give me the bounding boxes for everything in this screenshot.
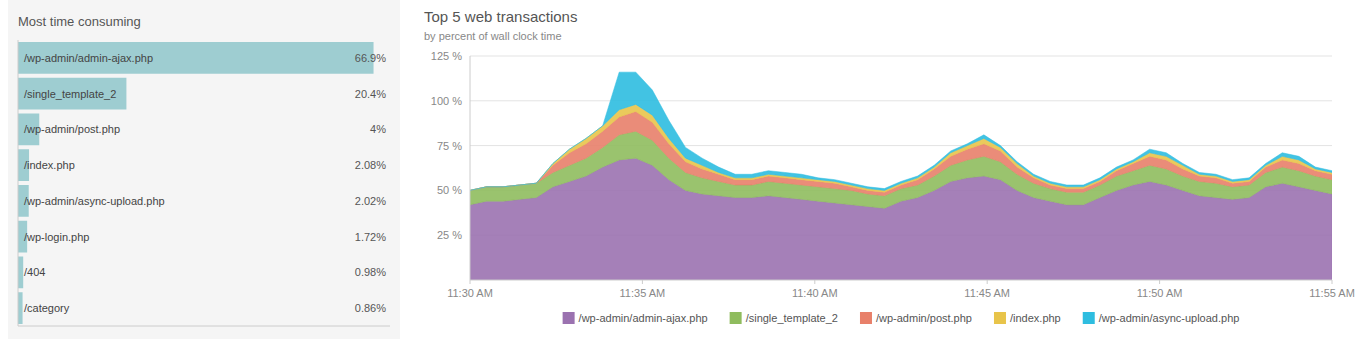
y-axis-line [470,56,471,280]
category-label: /wp-admin/admin-ajax.php [24,52,153,64]
y-tick-label: 100 % [431,95,462,107]
chart-canvas: Most time consuming/wp-admin/admin-ajax.… [0,0,1366,339]
x-tick-label: 11:40 AM [792,287,838,299]
data-label: 0.86% [355,302,386,314]
category-label: /wp-login.php [24,231,89,243]
x-tick-label: 11:55 AM [1309,287,1355,299]
data-label: 1.72% [355,231,386,243]
x-tick-label: 11:45 AM [964,287,1010,299]
data-label: 2.02% [355,195,386,207]
legend-label: /single_template_2 [746,312,838,324]
x-tick [1332,280,1333,284]
legend-swatch [730,312,742,324]
area [470,72,1332,190]
x-tick-label: 11:50 AM [1137,287,1183,299]
category-label: /category [24,302,70,314]
bar [18,292,23,324]
areas [470,72,1332,280]
x-tick [987,280,988,284]
category-label: /wp-admin/async-upload.php [24,195,165,207]
data-label: 4% [370,123,386,135]
legend-swatch [860,312,872,324]
list-chart: Most time consuming/wp-admin/admin-ajax.… [8,0,400,339]
y-tick-label: 50 % [437,184,462,196]
grid-line [470,56,1332,57]
data-label: 0.98% [355,266,386,278]
legend-label: /wp-admin/async-upload.php [1099,312,1240,324]
data-label: 20.4% [355,88,386,100]
x-tick-label: 11:35 AM [620,287,666,299]
legend-label: /wp-admin/admin-ajax.php [579,312,708,324]
bar [18,257,23,289]
y-tick-label: 75 % [437,140,462,152]
chart-title: Most time consuming [18,14,141,29]
chart-subtitle: by percent of wall clock time [424,30,562,42]
legend-swatch [563,312,575,324]
data-label: 2.08% [355,159,386,171]
y-tick-label: 125 % [431,50,462,62]
bar [18,78,126,110]
legend-swatch [1083,312,1095,324]
legend-swatch [994,312,1006,324]
legend-label: /index.php [1010,312,1061,324]
x-tick [814,280,815,284]
category-label: /single_template_2 [24,88,116,100]
category-label: /wp-admin/post.php [24,123,120,135]
bar [18,42,374,74]
grid-line [470,100,1332,101]
area [470,104,1332,192]
y-tick-label: 25 % [437,229,462,241]
x-axis-line [470,280,1332,281]
x-tick [642,280,643,284]
x-tick-label: 11:30 AM [447,287,493,299]
x-tick [1159,280,1160,284]
legend: /wp-admin/admin-ajax.php/single_template… [563,312,1240,324]
area-chart: Top 5 web transactions by percent of wall… [424,8,1355,324]
data-label: 66.9% [355,52,386,64]
page: {"chart_data": [ {"type": "bar", "orient… [0,0,1366,339]
list-panel-bg [8,0,400,339]
axis-line [18,326,390,327]
category-label: /index.php [24,159,75,171]
axis-line [18,40,19,326]
x-tick [470,280,471,284]
bars [18,42,374,324]
chart-title: Top 5 web transactions [424,8,577,25]
category-label: /404 [24,266,45,278]
legend-label: /wp-admin/post.php [876,312,972,324]
